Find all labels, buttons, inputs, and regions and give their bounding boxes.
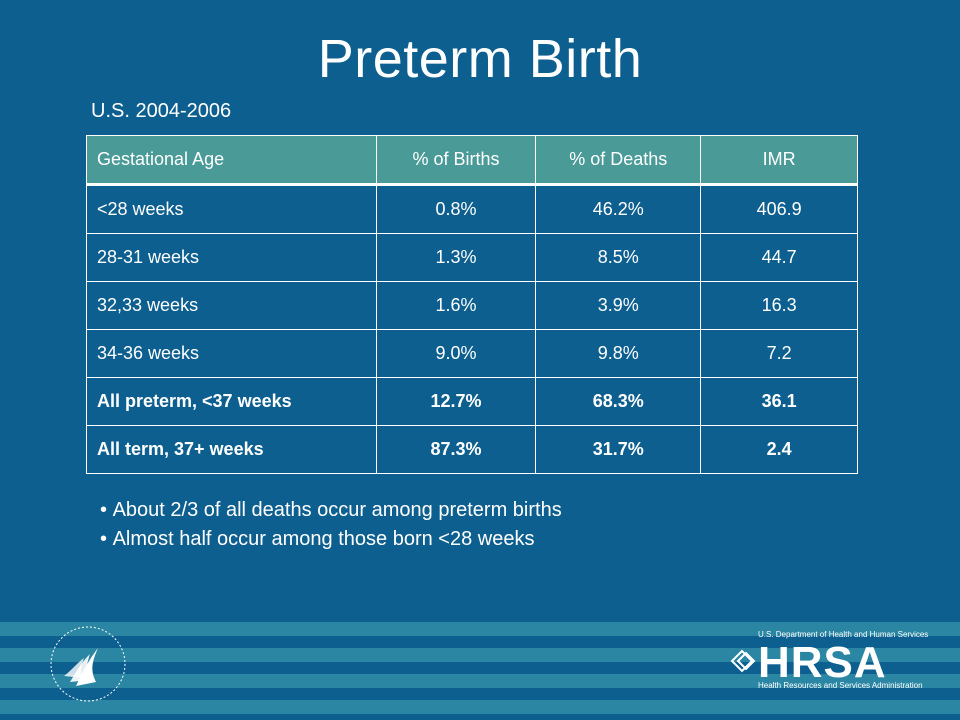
table-cell: 32,33 weeks (86, 281, 377, 330)
table-cell: 68.3% (535, 377, 702, 426)
table-cell: 9.0% (375, 329, 537, 378)
table-row: <28 weeks 0.8% 46.2% 406.9 (86, 184, 858, 234)
table-row-total-preterm: All preterm, <37 weeks 12.7% 68.3% 36.1 (86, 377, 858, 426)
stripe (0, 648, 960, 662)
table-header-row: Gestational Age % of Births % of Deaths … (86, 135, 858, 186)
table-cell: 3.9% (535, 281, 702, 330)
table-cell: 34-36 weeks (86, 329, 377, 378)
table-cell: 31.7% (535, 425, 702, 474)
preterm-table: Gestational Age % of Births % of Deaths … (86, 135, 858, 474)
table-cell: 36.1 (700, 377, 858, 426)
slide-subtitle: U.S. 2004-2006 (91, 100, 232, 122)
header-gestational-age: Gestational Age (86, 135, 377, 186)
table-cell: 7.2 (700, 329, 858, 378)
header-pct-deaths: % of Deaths (535, 135, 702, 186)
table-row: 34-36 weeks 9.0% 9.8% 7.2 (86, 329, 858, 378)
table-cell: 406.9 (700, 184, 858, 234)
table-cell: All term, 37+ weeks (86, 425, 377, 474)
table-cell: 0.8% (375, 184, 537, 234)
table-row-total-term: All term, 37+ weeks 87.3% 31.7% 2.4 (86, 425, 858, 474)
table-cell: 12.7% (375, 377, 537, 426)
hrsa-department-text: U.S. Department of Health and Human Serv… (758, 630, 929, 639)
hrsa-wordmark: HRSA (758, 638, 887, 687)
stripe (0, 700, 960, 714)
table-cell: 8.5% (535, 233, 702, 282)
bullet-item: Almost half occur among those born <28 w… (100, 525, 562, 554)
hhs-seal-logo (50, 626, 126, 702)
footer-stripes (0, 622, 960, 720)
stripe (0, 622, 960, 636)
slide-title: Preterm Birth (317, 29, 643, 89)
table-cell: 2.4 (700, 425, 858, 474)
table-cell: <28 weeks (86, 184, 377, 234)
table-row: 32,33 weeks 1.6% 3.9% 16.3 (86, 281, 858, 330)
table-cell: 87.3% (375, 425, 537, 474)
table-cell: 1.6% (375, 281, 537, 330)
table-cell: All preterm, <37 weeks (86, 377, 377, 426)
table-cell: 44.7 (700, 233, 858, 282)
header-imr: IMR (700, 135, 858, 186)
hrsa-emblem-icon (730, 649, 756, 673)
stripe (0, 674, 960, 688)
table-cell: 16.3 (700, 281, 858, 330)
table-cell: 28-31 weeks (86, 233, 377, 282)
bullet-list: About 2/3 of all deaths occur among pret… (100, 496, 562, 554)
table-row: 28-31 weeks 1.3% 8.5% 44.7 (86, 233, 858, 282)
table-cell: 9.8% (535, 329, 702, 378)
header-pct-births: % of Births (375, 135, 537, 186)
table-cell: 1.3% (375, 233, 537, 282)
hrsa-full-name: Health Resources and Services Administra… (758, 681, 923, 690)
table-cell: 46.2% (535, 184, 702, 234)
bullet-item: About 2/3 of all deaths occur among pret… (100, 496, 562, 525)
